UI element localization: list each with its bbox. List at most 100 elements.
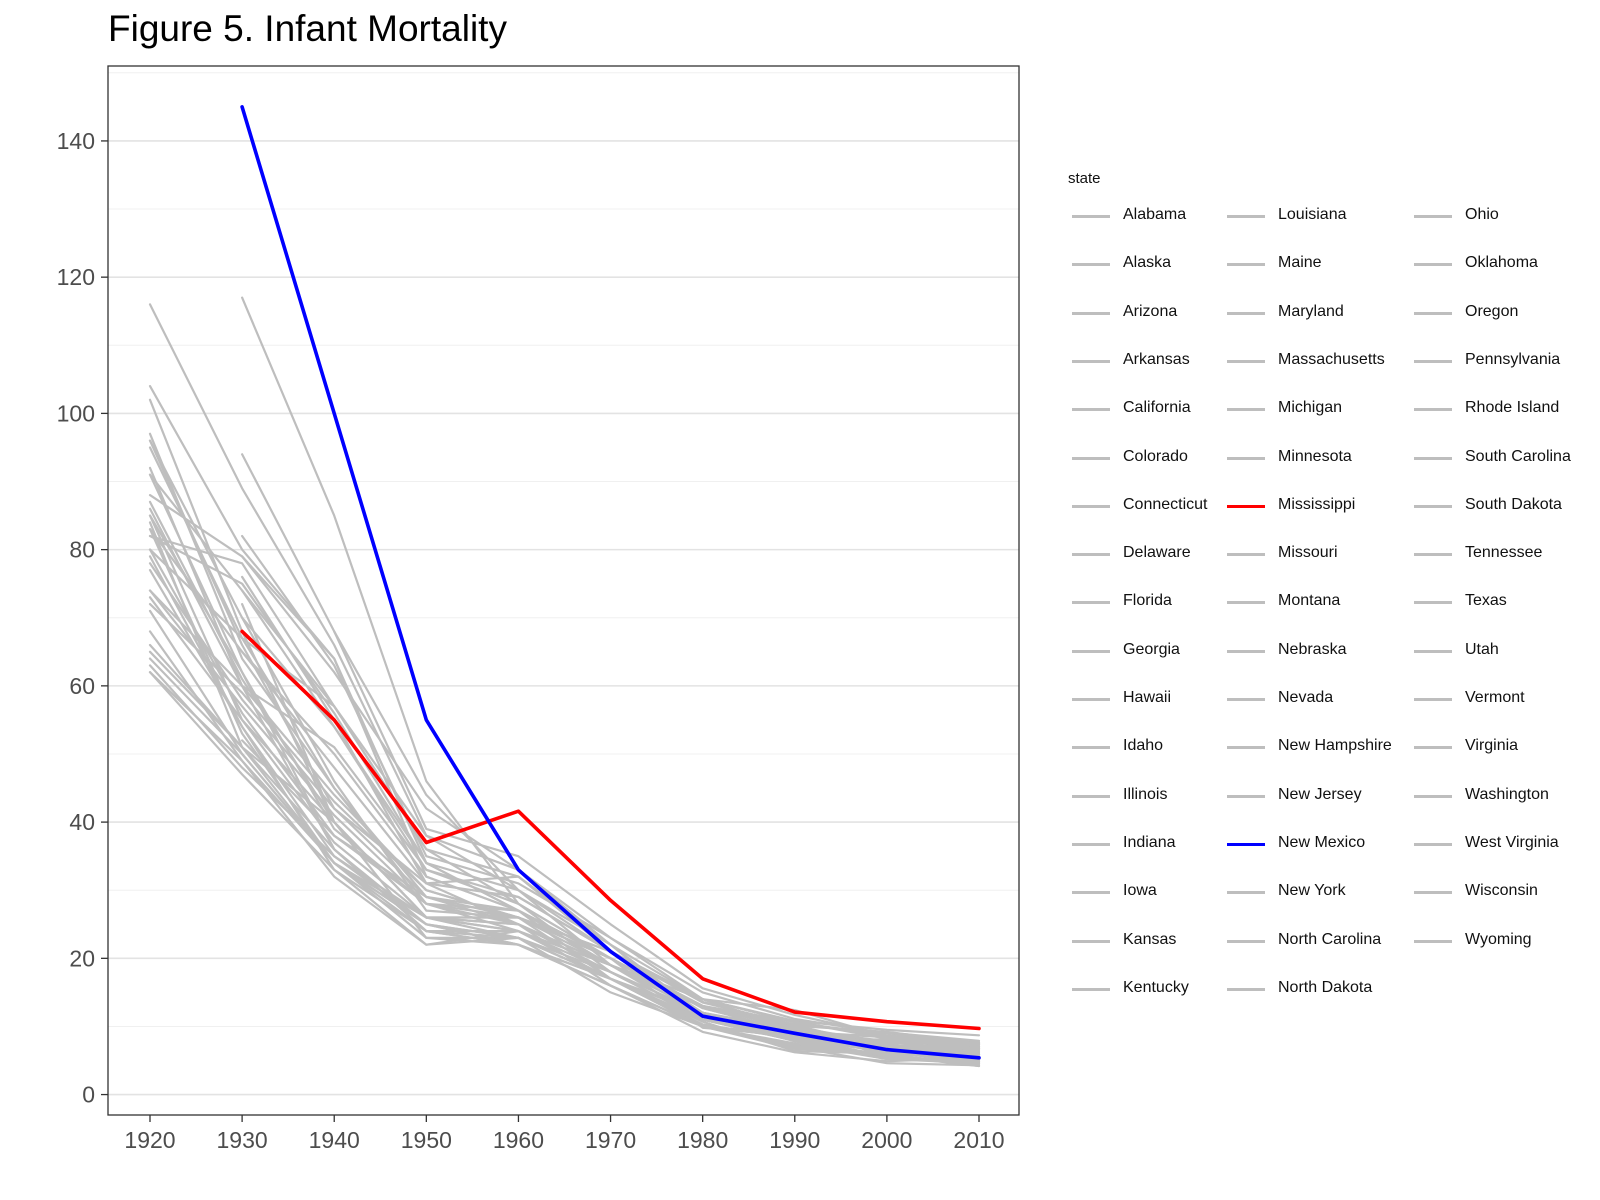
legend-key — [1072, 939, 1110, 943]
legend-key — [1227, 939, 1265, 943]
legend-item: Oklahoma — [1402, 252, 1600, 276]
legend-label: Ohio — [1465, 206, 1499, 223]
series-line-georgia — [148, 534, 981, 1053]
legend-label: Massachusetts — [1278, 350, 1385, 368]
x-tick-label: 1960 — [493, 1127, 544, 1153]
legend-label: Kentucky — [1123, 978, 1189, 996]
legend-item: California — [1060, 397, 1260, 421]
legend-label: Pennsylvania — [1465, 350, 1561, 368]
legend-item: New Jersey — [1215, 784, 1415, 808]
legend-key — [1072, 794, 1110, 798]
legend-item: Massachusetts — [1215, 349, 1415, 373]
legend-label: Alabama — [1123, 206, 1187, 223]
legend-item: Kentucky — [1060, 977, 1260, 1001]
legend-key — [1227, 746, 1265, 750]
legend-key — [1227, 215, 1265, 218]
legend-key — [1414, 504, 1452, 508]
legend-item: Arkansas — [1060, 349, 1260, 373]
legend-item: Indiana — [1060, 832, 1260, 856]
legend-label: New Hampshire — [1278, 737, 1392, 755]
legend-item: Texas — [1402, 590, 1600, 614]
major-gridlines — [108, 140, 1019, 1096]
legend-item: Pennsylvania — [1402, 349, 1600, 373]
legend-key — [1072, 311, 1110, 315]
legend-item: Iowa — [1060, 880, 1260, 904]
legend-label: Virginia — [1465, 737, 1519, 755]
legend-item: Illinois — [1060, 784, 1260, 808]
legend-key — [1227, 456, 1265, 460]
legend-key — [1072, 891, 1110, 895]
legend-key — [1227, 891, 1265, 895]
legend-key — [1414, 794, 1452, 798]
y-axis: 0 20 40 60 80 100 120 140 — [57, 128, 108, 1108]
x-tick-label: 1940 — [309, 1127, 360, 1153]
legend-item: Virginia — [1402, 735, 1600, 759]
legend-label: Washington — [1465, 785, 1549, 803]
legend-item: Louisiana — [1215, 204, 1415, 228]
legend-key — [1414, 891, 1452, 895]
legend-label: Rhode Island — [1465, 399, 1560, 417]
x-tick-label: 2000 — [861, 1127, 912, 1153]
series-line-west-virginia — [148, 303, 981, 1046]
legend-key — [1227, 649, 1265, 653]
legend-item: New Mexico — [1215, 832, 1415, 856]
legend-item: Florida — [1060, 590, 1260, 614]
legend-label: Missouri — [1278, 544, 1338, 562]
legend-key — [1414, 408, 1452, 412]
legend-item: Nebraska — [1215, 639, 1415, 663]
legend-label: Wyoming — [1465, 930, 1532, 948]
legend-item: West Virginia — [1402, 832, 1600, 856]
legend-key — [1072, 987, 1110, 991]
legend-item: Kansas — [1060, 929, 1260, 953]
legend-label: Georgia — [1123, 640, 1180, 658]
legend-label: Hawaii — [1123, 689, 1172, 706]
legend-item: North Dakota — [1215, 977, 1415, 1001]
legend-item: Missouri — [1215, 542, 1415, 566]
legend-item: Nevada — [1215, 687, 1415, 711]
legend-key — [1414, 553, 1452, 557]
legend-item: Wisconsin — [1402, 880, 1600, 904]
legend-item: Washington — [1402, 784, 1600, 808]
legend-key — [1414, 939, 1452, 943]
legend-label: Montana — [1278, 592, 1341, 610]
legend-key — [1227, 987, 1265, 991]
legend-label: Minnesota — [1278, 447, 1352, 465]
x-tick-label: 1980 — [677, 1127, 728, 1153]
legend-item: Connecticut — [1060, 494, 1260, 518]
legend-label: Maryland — [1278, 302, 1344, 320]
legend-item: Maryland — [1215, 301, 1415, 325]
plot-panel-border — [107, 65, 1020, 1116]
legend-label: New Jersey — [1278, 785, 1362, 803]
legend-key — [1072, 263, 1110, 267]
x-axis: 1920 1930 1940 1950 1960 1970 1980 1990 2000 2010 — [124, 1115, 1005, 1153]
legend-key — [1414, 456, 1452, 460]
legend-key — [1227, 794, 1265, 798]
series-line-wisconsin — [148, 555, 981, 1056]
legend-item: New York — [1215, 880, 1415, 904]
series-line-south-carolina — [241, 453, 981, 1046]
legend-item: Delaware — [1060, 542, 1260, 566]
legend-key — [1227, 601, 1265, 605]
legend-key — [1227, 698, 1265, 701]
legend-item: Michigan — [1215, 397, 1415, 421]
series-line-mississippi — [240, 629, 981, 1031]
legend-key — [1227, 263, 1265, 267]
legend-key — [1072, 601, 1110, 605]
y-tick-label: 60 — [69, 673, 95, 699]
series-lines — [148, 105, 981, 1068]
legend-key — [1414, 649, 1452, 653]
legend-label: Mississippi — [1278, 495, 1356, 513]
legend-label: Louisiana — [1278, 206, 1347, 223]
y-tick-label: 0 — [82, 1082, 95, 1108]
legend-key — [1072, 215, 1110, 218]
legend-label: North Dakota — [1278, 978, 1373, 996]
legend-key — [1414, 359, 1452, 363]
series-line-virginia — [148, 534, 981, 1050]
legend-label: Nebraska — [1278, 640, 1347, 658]
legend-item: South Carolina — [1402, 446, 1600, 470]
legend-key — [1227, 842, 1265, 846]
legend-label: Florida — [1123, 592, 1172, 610]
legend-key — [1414, 842, 1452, 846]
legend-item: Utah — [1402, 639, 1600, 663]
legend-label: Maine — [1278, 254, 1322, 272]
